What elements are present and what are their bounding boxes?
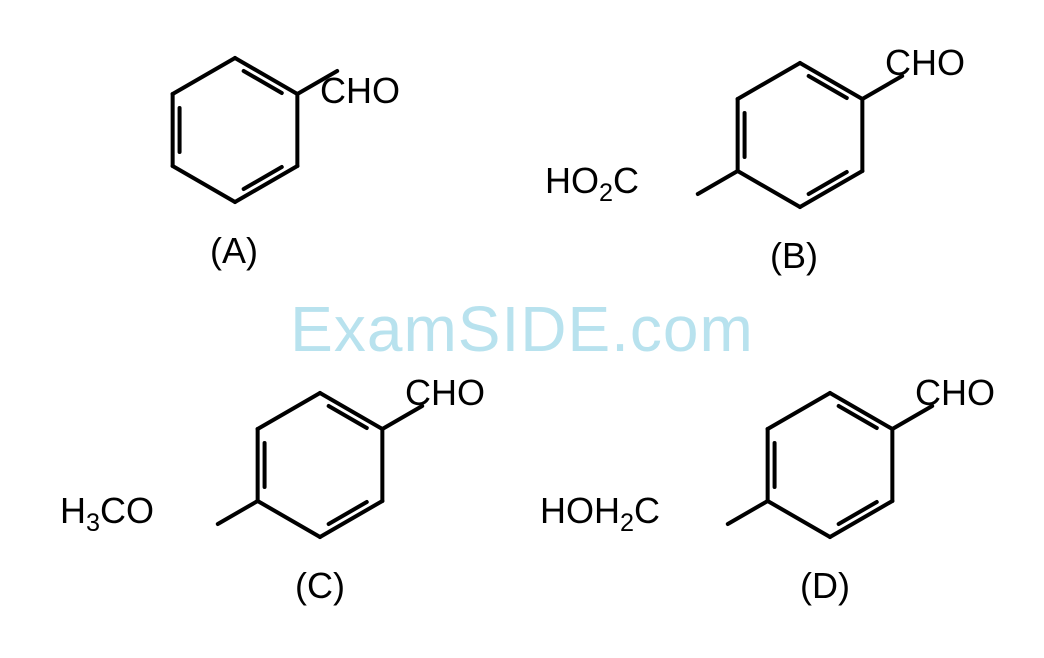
structure-panel-B: (B) CHO HO2C <box>510 20 1030 280</box>
substituent-C-0: CHO <box>405 372 485 414</box>
option-label-D: (D) <box>800 565 850 607</box>
option-label-B: (B) <box>770 235 818 277</box>
option-label-C: (C) <box>295 565 345 607</box>
option-label-A: (A) <box>210 230 258 272</box>
substituent-B-0: CHO <box>885 42 965 84</box>
structure-panel-A: (A) CHO <box>70 20 490 280</box>
substituent-B-1: HO2C <box>545 160 639 208</box>
substituent-D-1: HOH2C <box>540 490 660 538</box>
structure-panel-D: (D) CHO HOH2C <box>520 350 1040 630</box>
benzene-ring-A <box>70 20 490 280</box>
substituent-C-1: H3CO <box>60 490 154 538</box>
substituent-D-0: CHO <box>915 372 995 414</box>
substituent-A-0: CHO <box>320 70 400 112</box>
structure-panel-C: (C) CHO H3CO <box>30 350 550 630</box>
